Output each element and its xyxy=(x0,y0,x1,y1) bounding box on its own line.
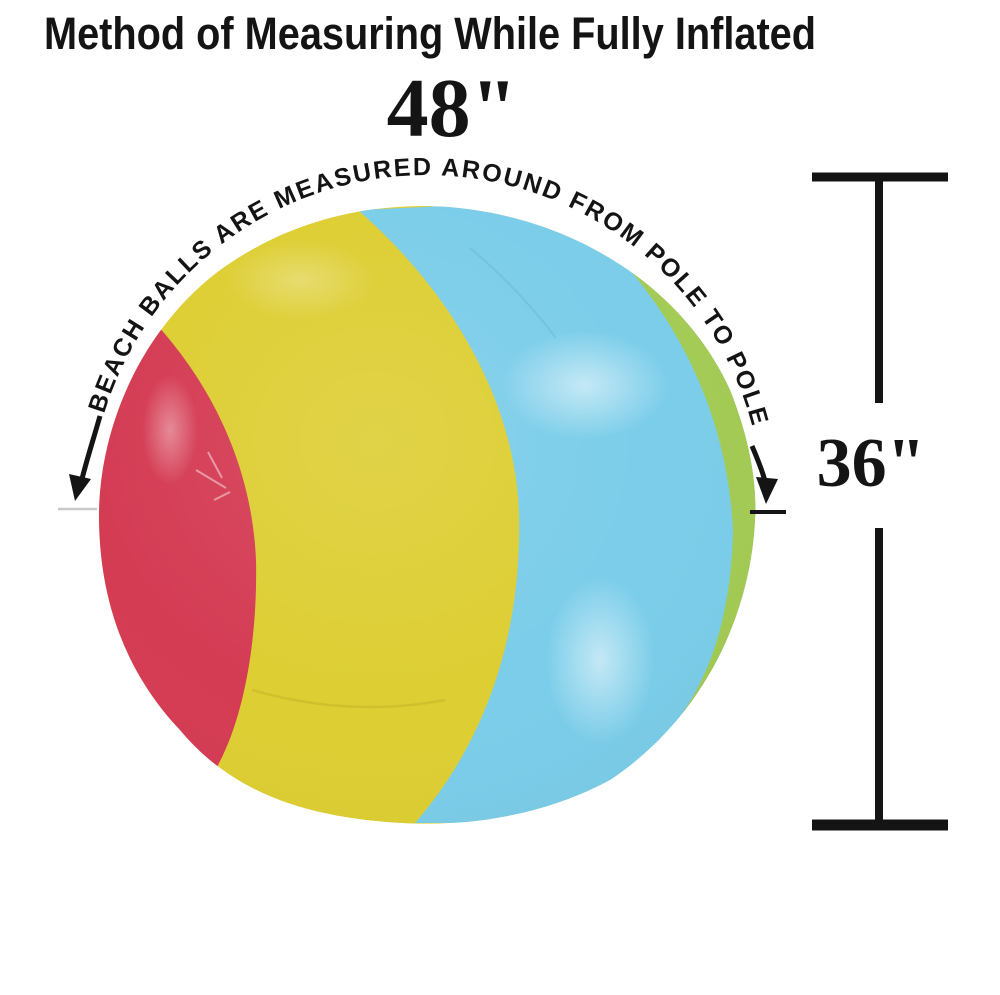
ball-shading xyxy=(98,205,756,824)
right-pole-arrowhead xyxy=(756,477,778,504)
circumference-label: 48" xyxy=(387,62,518,155)
right-pole-arrow-line xyxy=(749,445,768,482)
height-label: 36" xyxy=(817,425,926,502)
left-pole-arrowhead xyxy=(69,474,91,501)
page-title: Method of Measuring While Fully Inflated xyxy=(44,8,816,59)
left-pole-arrow-line xyxy=(78,415,103,484)
